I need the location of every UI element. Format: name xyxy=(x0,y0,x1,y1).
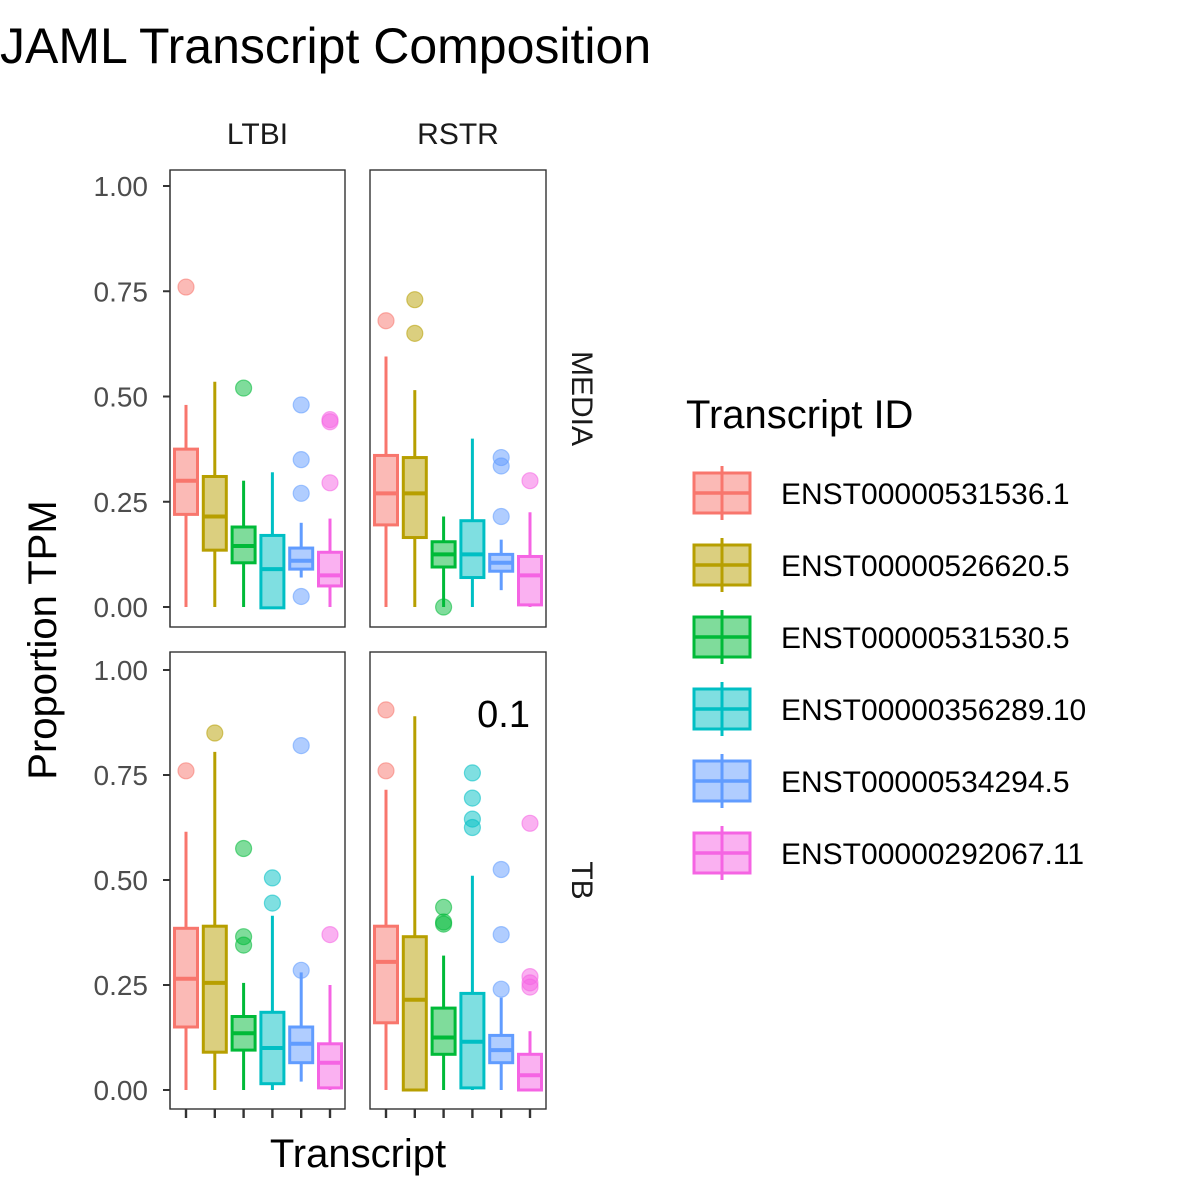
box xyxy=(373,924,399,1025)
box xyxy=(401,456,428,540)
outlier-point xyxy=(321,925,339,944)
outlier-point xyxy=(263,869,281,887)
legend-item: ENST00000356289.10 xyxy=(692,682,1086,736)
outlier-point xyxy=(377,762,395,780)
box xyxy=(201,924,228,1054)
outlier-point xyxy=(235,936,253,954)
outlier-point xyxy=(292,484,310,502)
panel-border xyxy=(369,169,547,628)
box xyxy=(517,554,543,607)
outlier-point xyxy=(463,818,481,837)
box xyxy=(317,1042,343,1090)
outlier-point xyxy=(521,814,539,832)
y-tick-label: 0.75 xyxy=(94,276,149,307)
outlier-point xyxy=(521,472,539,490)
legend-label: ENST00000356289.10 xyxy=(781,694,1086,727)
outlier-point xyxy=(263,894,281,912)
legend-item: ENST00000531536.1 xyxy=(692,466,1070,520)
outlier-point xyxy=(492,980,510,998)
chart-title: JAML Transcript Composition xyxy=(0,18,651,74)
outlier-point xyxy=(292,587,310,606)
panel-annotation: 0.1 xyxy=(477,694,530,736)
box xyxy=(401,935,428,1092)
outlier-point xyxy=(177,278,195,296)
legend-label: ENST00000531530.5 xyxy=(781,622,1070,655)
legend-item: ENST00000292067.11 xyxy=(692,826,1084,880)
x-axis-title: Transcript xyxy=(270,1132,446,1176)
legend-label: ENST00000531536.1 xyxy=(781,478,1070,511)
y-tick-label: 0.50 xyxy=(94,865,149,896)
box xyxy=(288,546,315,571)
box xyxy=(517,1052,543,1092)
legend-label: ENST00000526620.5 xyxy=(781,550,1070,583)
axes: 0.00 0.25 0.50 0.75 1.00 0.00 0.25 0.50 0.75 1.00 xyxy=(94,170,532,1118)
outlier-point xyxy=(321,474,339,492)
outlier-point xyxy=(492,507,510,526)
outlier-point xyxy=(206,724,224,742)
legend-label: ENST00000534294.5 xyxy=(781,766,1070,799)
strip-label-rstr: RSTR xyxy=(417,118,499,151)
y-tick-label: 0.50 xyxy=(94,382,149,413)
y-tick-label: 0.25 xyxy=(94,970,149,1001)
box xyxy=(430,1006,457,1056)
legend-item: ENST00000531530.5 xyxy=(692,610,1070,664)
outlier-point xyxy=(435,598,453,616)
panel-rstr-media xyxy=(369,169,547,628)
box xyxy=(259,533,286,610)
box xyxy=(459,519,486,580)
box xyxy=(373,453,399,527)
outlier-point xyxy=(492,860,510,879)
outlier-point xyxy=(463,789,481,807)
legend-title: Transcript ID xyxy=(686,393,913,437)
panel-ltbi-tb xyxy=(169,651,346,1110)
y-axis-title: Proportion TPM xyxy=(21,500,65,779)
panel-border xyxy=(169,169,346,628)
strip-label-ltbi: LTBI xyxy=(227,118,288,151)
y-tick-label: 1.00 xyxy=(94,655,149,686)
legend-label: ENST00000292067.11 xyxy=(781,838,1084,871)
outlier-point xyxy=(292,396,310,414)
y-tick-label: 0.75 xyxy=(94,760,149,791)
outlier-point xyxy=(463,764,481,782)
box xyxy=(201,474,228,552)
outlier-point xyxy=(235,379,253,397)
panel-ltbi-media xyxy=(169,169,346,628)
panel-border xyxy=(169,651,346,1110)
outlier-point xyxy=(406,291,424,309)
outlier-point xyxy=(435,898,453,916)
outlier-point xyxy=(292,451,310,469)
outlier-point xyxy=(235,839,253,858)
panel-border xyxy=(369,651,547,1110)
y-tick-label: 0.25 xyxy=(94,487,149,518)
outlier-point xyxy=(521,978,539,996)
outlier-point xyxy=(377,701,395,719)
outlier-point xyxy=(377,312,395,330)
outlier-point xyxy=(292,736,310,755)
legend-item: ENST00000526620.5 xyxy=(692,538,1070,592)
outlier-point xyxy=(492,925,510,944)
outlier-point xyxy=(177,762,195,780)
y-tick-label: 0.00 xyxy=(94,1075,149,1106)
outlier-point xyxy=(492,457,510,475)
panel-rstr-tb: 0.1 xyxy=(369,651,547,1110)
box xyxy=(317,550,343,588)
strip-label-media: MEDIA xyxy=(565,351,598,446)
strip-label-tb: TB xyxy=(565,861,598,899)
legend: Transcript ID ENST00000531536.1 ENST00000… xyxy=(686,393,1086,880)
y-tick-label: 0.00 xyxy=(94,592,149,623)
legend-item: ENST00000534294.5 xyxy=(692,754,1070,808)
outlier-point xyxy=(321,413,339,431)
outlier-point xyxy=(292,961,310,979)
y-tick-label: 1.00 xyxy=(94,171,149,202)
outlier-point xyxy=(406,324,424,342)
facet-panels: LTBI RSTR MEDIA TB 0.1 xyxy=(169,118,598,1110)
outlier-point xyxy=(435,915,453,933)
